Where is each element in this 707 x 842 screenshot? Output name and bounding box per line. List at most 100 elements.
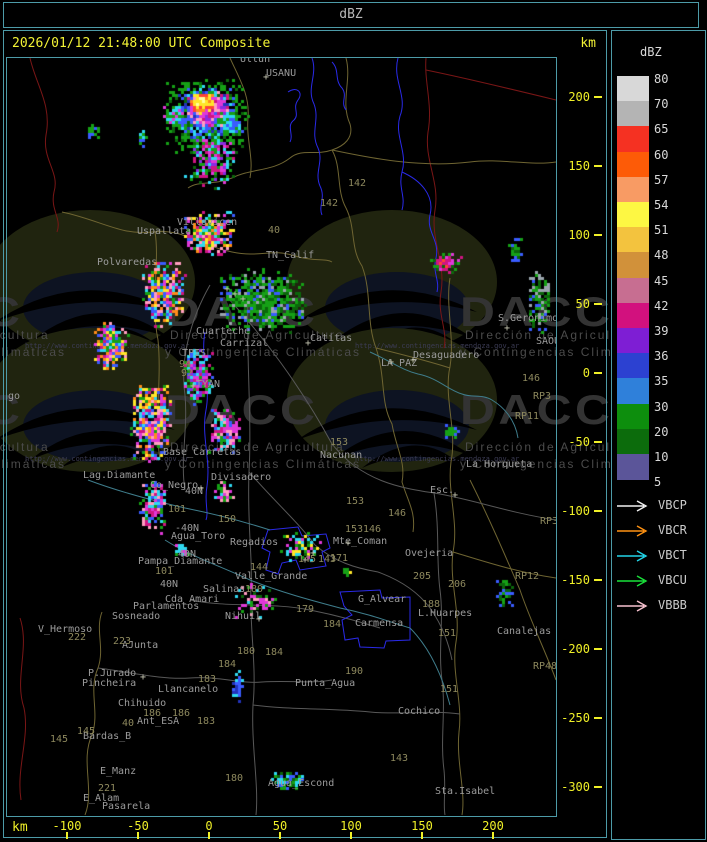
map-route-label: 186 [143,708,162,719]
radar-site-marker: + [452,490,459,501]
map-place-label: Bardas_B [83,731,132,742]
scale-band [617,353,649,379]
right-axis-unit-label: km [580,36,596,51]
radar-site-marker: + [232,289,239,300]
map-place-label: LA PAZ [381,358,418,369]
scale-band [617,252,649,279]
scale-band-label: 57 [654,172,669,187]
map-route-label: 40 [268,225,281,236]
vector-arrow-icon [617,575,648,587]
map-place-label: 40N [185,486,204,497]
radar-site-marker: + [345,538,352,549]
map-place-label: Regadios [230,537,279,548]
map-place-label: Co_Negro [150,480,199,491]
map-route-label: 171 [330,553,349,564]
map-route-label: 180 [237,646,256,657]
map-route-label: RP12 [515,571,540,582]
map-route-label: RP3 [540,516,557,527]
scale-band-label: 30 [654,399,669,414]
radar-site-marker: + [302,555,309,566]
scale-band [617,202,649,228]
map-place-label: Cda_Amari [165,594,220,605]
map-place-label: Carrizal [220,338,269,349]
scale-band-label: 20 [654,424,669,439]
map-place-label: TPIS [182,348,207,359]
map-place-label: L.Huarpes [418,608,473,619]
map-route-label: 188 [422,599,441,610]
map-place-label: Uspallata [137,226,192,237]
map-place-label: Agua_Escond [268,778,335,789]
scale-band-label: 39 [654,324,669,338]
scale-band [617,151,649,178]
map-place-label: Pampa_Diamante [138,556,223,567]
map-place-label: Cochico [398,706,441,717]
map-route-label: 153 [330,437,349,448]
map-route-label: RP48 [533,661,557,672]
radar-site-marker: + [504,323,511,334]
map-route-label: 183 [198,674,217,685]
scale-band [617,428,649,455]
scale-band [617,176,649,203]
map-route-label: 179 [296,604,315,615]
map-place-label: Parlamentos [133,601,200,612]
scale-band [617,126,649,153]
scale-band-label: 70 [654,97,669,112]
map-place-label: Salinas [203,584,246,595]
map-route-label: 144 [250,562,269,573]
map-route-label: 223 [113,636,132,647]
map-route-label: 101 [168,504,187,515]
map-place-label: Nihuil [225,611,262,622]
vector-legend-row: VBBB [616,598,702,612]
map-route-label: 143 [318,554,337,565]
map-place-label: Divisadero [211,472,272,483]
map-route-label: 151 [440,684,459,695]
map-route-label: 151 [438,628,457,639]
map-place-label: La Horqueta [466,459,533,470]
map-route-label: 180 [245,584,264,595]
map-place-label: Pincheira [82,678,137,689]
vector-arrow-icon [617,500,648,512]
radar-site-marker: + [240,294,247,305]
radar-site-marker: + [410,355,417,366]
legend-panel: dBZ 80 70 65 60 57 54 51 48 45 42 39 36 35 30 20 10 5 VB… [611,30,706,840]
scale-band-label: 54 [654,198,669,212]
scale-band-label: 51 [654,223,669,238]
map-place-label: Desaguadero [413,350,480,361]
map-place-label: -40N [175,523,200,534]
map-place-label: Cuarteche [196,326,251,337]
scale-band-label: 35 [654,374,669,389]
map-place-label: Pasarela [102,801,151,812]
map-place-label: Lag.Diamante [83,470,156,481]
timestamp-label: 2026/01/12 21:48:00 UTC Composite [12,36,271,51]
scale-band [617,403,649,430]
scale-band-label: 80 [654,72,669,86]
map-place-label: USANU [266,68,297,79]
map-route-label: 101 [155,566,174,577]
map-route-label: 184 [218,659,237,670]
map-place-label: Punta_Agua [295,678,356,689]
map-place-label: E_Alam [83,793,120,804]
vector-label: VBCT [658,548,687,562]
radar-site-marker: + [263,72,270,83]
map-route-label: RP11 [515,411,540,422]
vector-label: VBCU [658,573,687,587]
scale-title: dBZ [640,45,662,59]
map-place-label: Llancanelo [158,684,219,695]
map-place-label: G_Alvear [358,594,407,605]
scale-band-label: 5 [654,475,662,490]
vector-legend-row: VBCP [616,498,702,512]
map-route-label: 145 [298,554,317,565]
scale-band [617,227,649,253]
map-route-label: RP3 [533,391,552,402]
map-place-label: Mte_Coman [333,536,388,547]
map-route-label: 183 [197,716,216,727]
map-route-label: 186 [172,708,191,719]
scale-band [617,454,649,480]
scale-band [617,101,649,127]
map-place-label: ago [7,391,21,402]
map-place-label: Esc. [430,485,455,496]
map-route-label: 221 [98,783,117,794]
radar-map: Ullun USANU Villavicen Uspallata Polvaredas T… [6,57,557,817]
map-route-label: 142 [320,198,339,209]
